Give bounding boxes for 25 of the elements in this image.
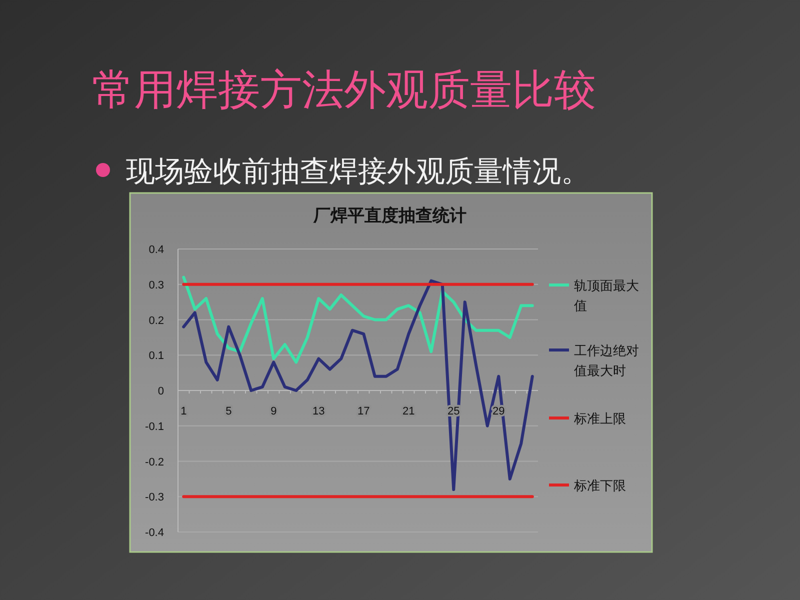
x-tick-label: 25 [448, 406, 460, 418]
x-tick-label: 13 [312, 406, 325, 418]
chart-subtitle: 厂焊平直度抽查统计 [312, 206, 466, 225]
legend-label: 标准下限 [573, 478, 626, 493]
x-tick-label: 21 [402, 406, 415, 418]
text: 现场验收前抽查焊接外观质量情况。 [126, 156, 590, 188]
y-tick-label: -0.2 [145, 456, 164, 468]
x-tick-label: 9 [270, 406, 277, 418]
legend-label: 标准上限 [573, 411, 626, 426]
y-tick-label: -0.3 [145, 492, 164, 504]
legend-label: 工作边绝对值最大时 [574, 343, 639, 378]
chart-title: 常用焊接方法外观质量比较 [92, 66, 596, 113]
y-tick-label: 0.2 [148, 314, 164, 327]
y-tick-label: 0.1 [148, 350, 164, 362]
x-tick-label: 17 [358, 406, 370, 418]
y-tick-label: 0.3 [148, 279, 164, 292]
y-tick-label: 0.4 [148, 244, 164, 256]
x-tick-label: 5 [226, 406, 232, 418]
y-tick-label: 0 [158, 386, 164, 398]
x-tick-label: 1 [180, 406, 187, 418]
line-series [182, 276, 534, 364]
y-tick-label: -0.1 [145, 420, 164, 433]
line-series [182, 279, 534, 492]
legend-label: 轨顶面最大值 [574, 278, 639, 313]
y-tick-label: -0.4 [145, 527, 164, 539]
